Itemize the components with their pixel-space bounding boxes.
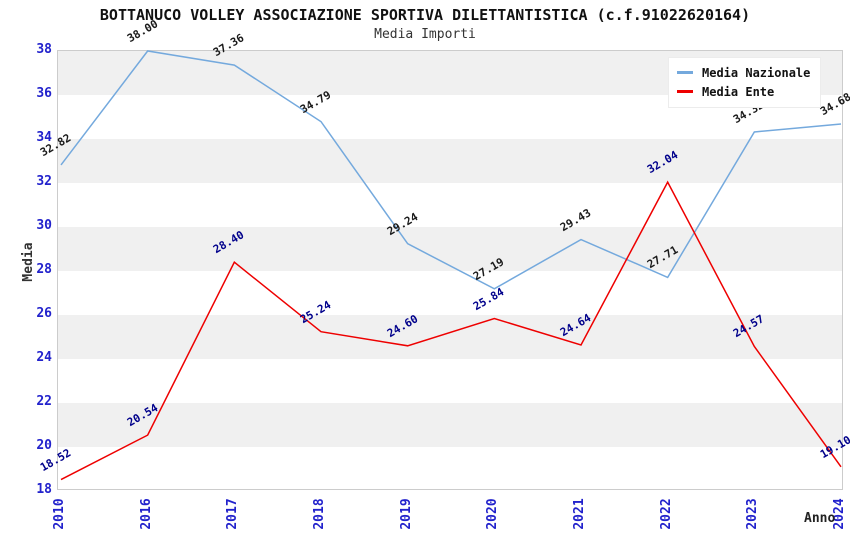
- x-tick-2022: 2022: [658, 498, 674, 530]
- legend-label: Media Ente: [702, 84, 775, 99]
- x-tick-2016: 2016: [138, 498, 154, 530]
- legend-item-0: Media Nazionale: [677, 63, 810, 82]
- y-tick-20: 20: [36, 438, 52, 453]
- x-axis-title: Anno: [804, 511, 836, 526]
- x-tick-2018: 2018: [312, 498, 327, 530]
- legend-swatch-icon: [677, 90, 693, 93]
- y-tick-24: 24: [36, 350, 52, 365]
- chart-title: BOTTANUCO VOLLEY ASSOCIAZIONE SPORTIVA D…: [99, 6, 751, 24]
- y-tick-26: 26: [36, 306, 52, 321]
- x-tick-2021: 2021: [572, 498, 587, 530]
- series-line-1: [60, 180, 842, 481]
- chart-subtitle: Media Importi: [374, 27, 476, 42]
- y-tick-28: 28: [36, 262, 52, 277]
- y-tick-38: 38: [36, 42, 52, 57]
- x-tick-2010: 2010: [52, 498, 67, 530]
- x-tick-2019: 2019: [398, 498, 414, 530]
- legend-label: Media Nazionale: [702, 65, 811, 80]
- y-tick-22: 22: [36, 394, 52, 409]
- y-tick-30: 30: [36, 218, 52, 233]
- legend-item-1: Media Ente: [677, 82, 810, 101]
- y-tick-32: 32: [36, 174, 52, 189]
- plot-area: 32.82 38.00 37.36 34.79 29.24 27.19 29.43 27.71…: [38, 17, 850, 490]
- series-line-0: [60, 50, 842, 290]
- series-lines: [60, 50, 842, 481]
- x-tick-2017: 2017: [225, 498, 241, 530]
- y-tick-36: 36: [36, 86, 52, 101]
- x-tick-2020: 2020: [485, 498, 501, 530]
- legend-swatch-icon: [677, 71, 693, 74]
- x-tick-2023: 2023: [745, 498, 761, 530]
- y-tick-18: 18: [36, 482, 52, 497]
- y-tick-34: 34: [36, 130, 52, 145]
- legend: Media Nazionale Media Ente: [668, 57, 822, 108]
